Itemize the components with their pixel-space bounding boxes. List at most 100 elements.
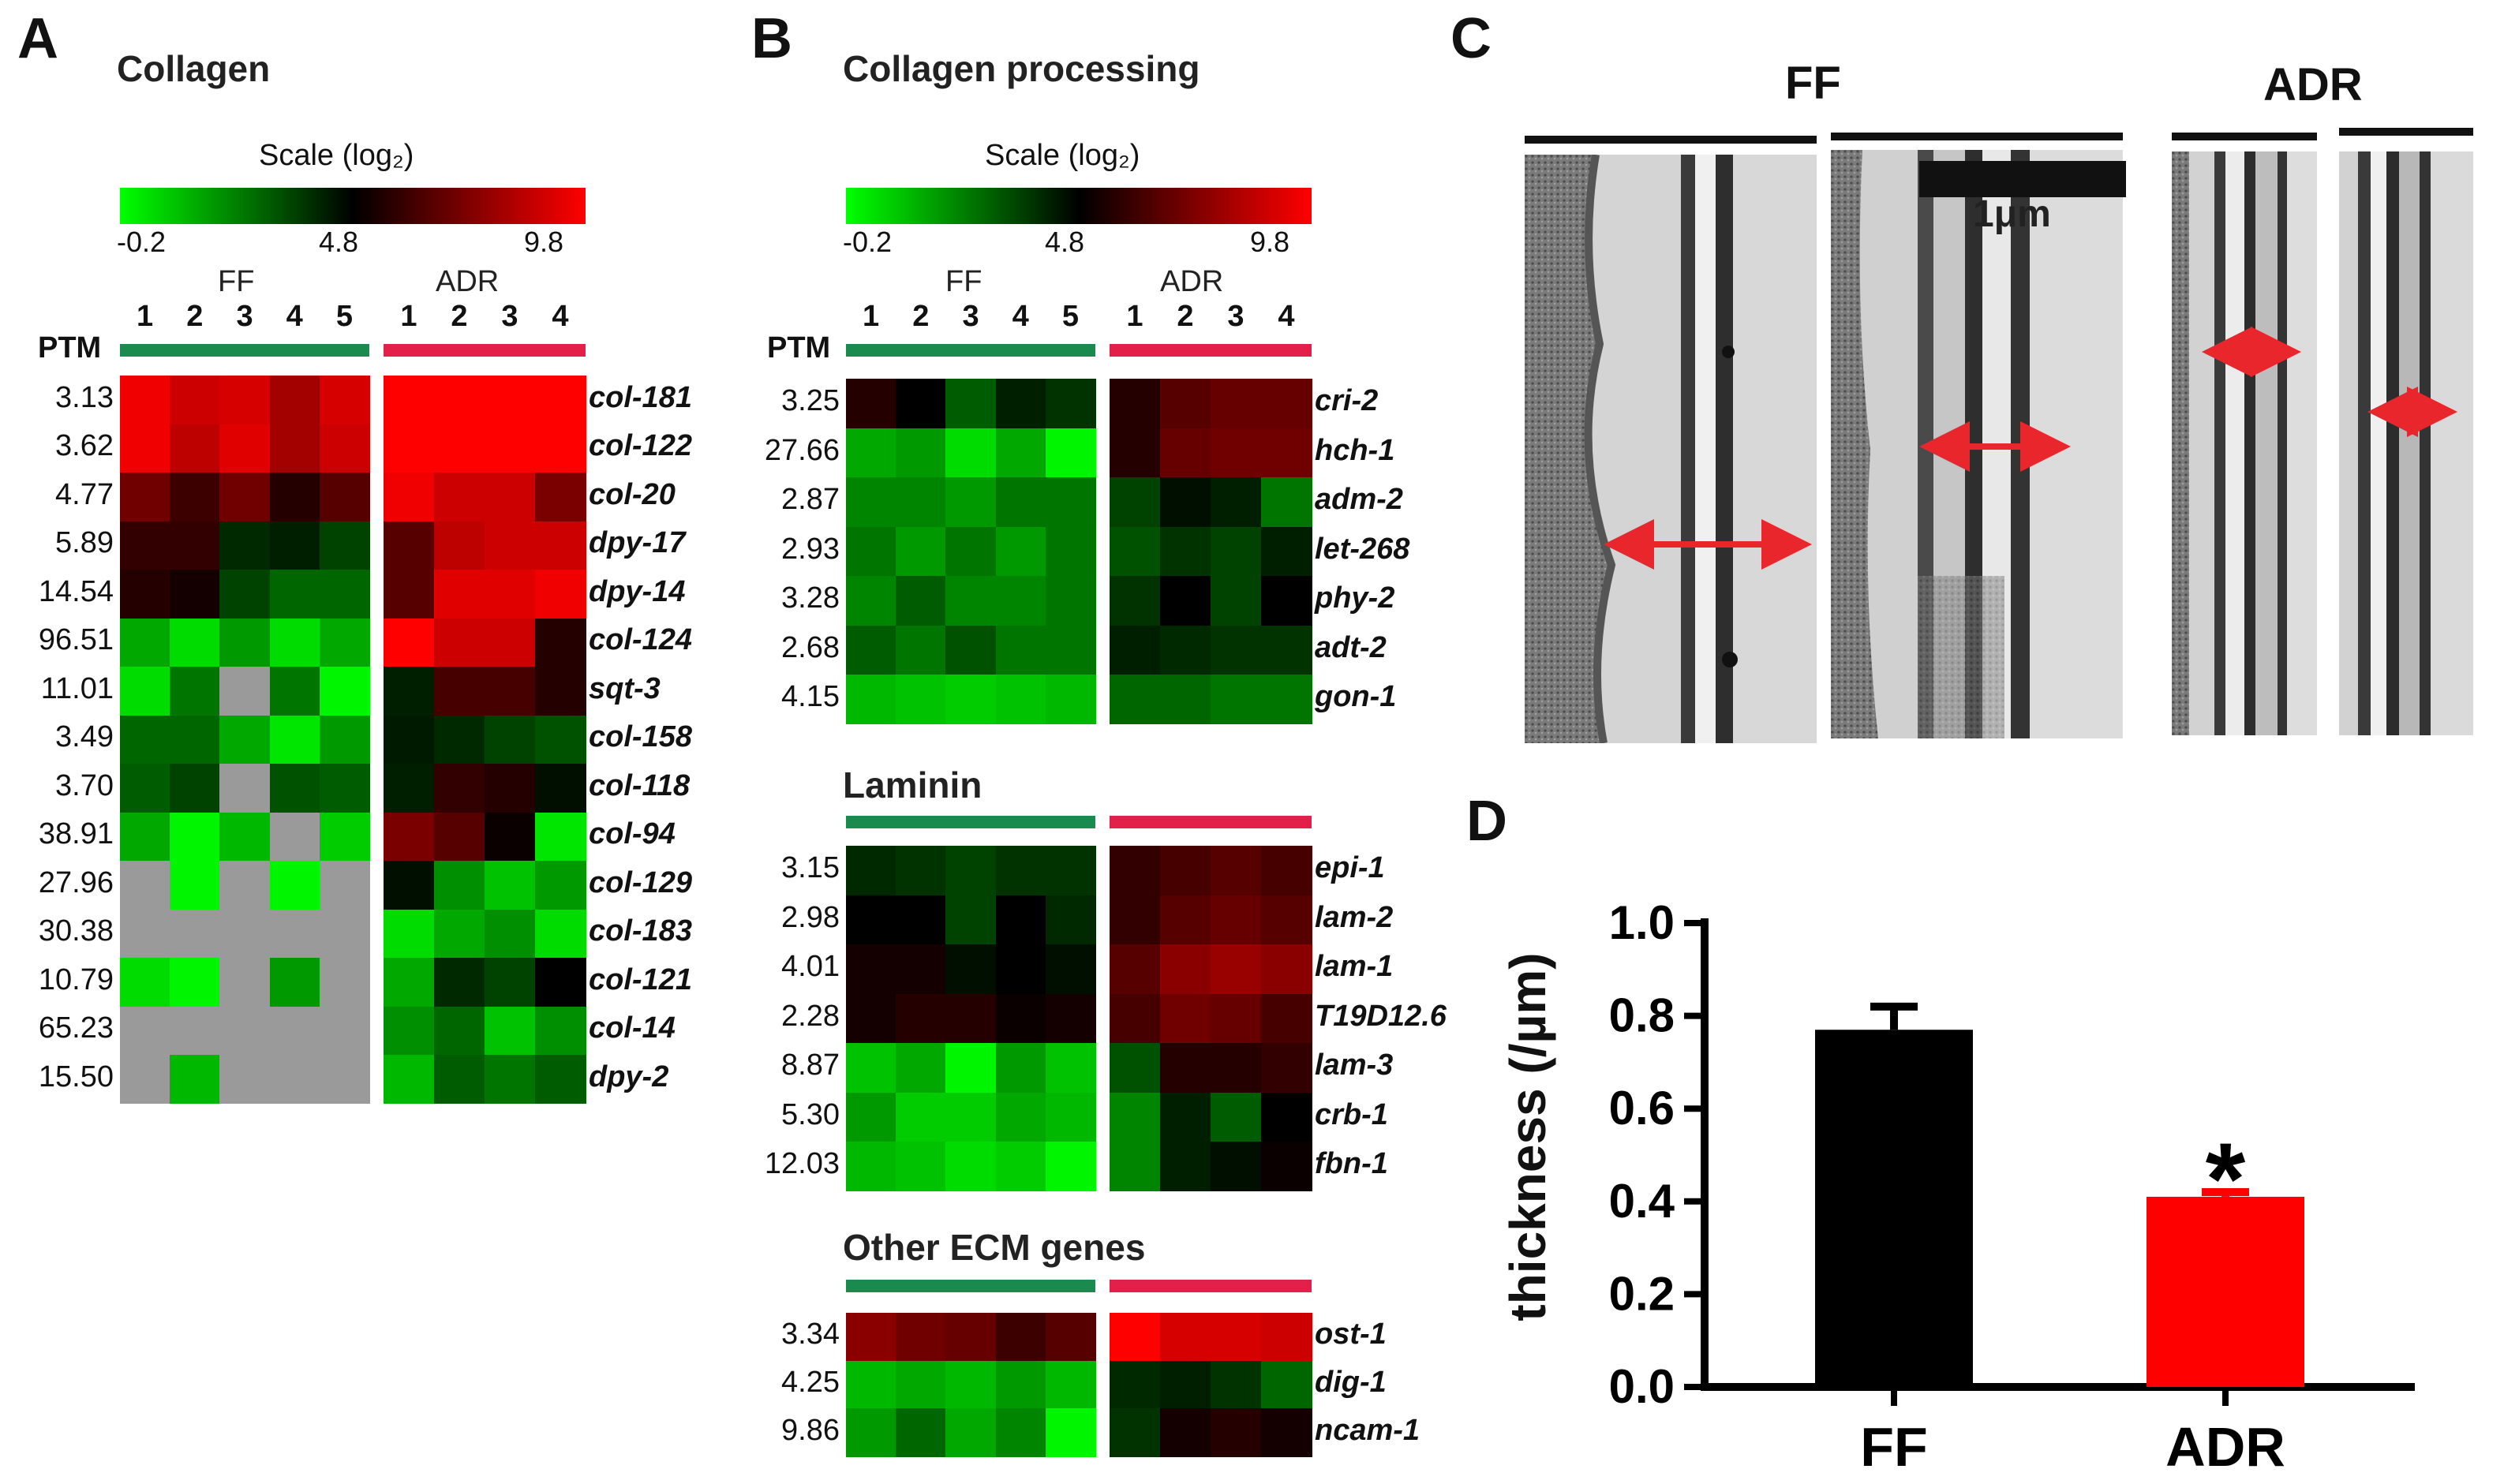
ptm-value: 2.28: [781, 999, 840, 1033]
heatmap-cell-ff: [269, 812, 320, 862]
heatmap-cell-adr: [485, 715, 536, 764]
ptm-value: 2.93: [781, 532, 840, 566]
panel-a-scale-tick-low: -0.2: [117, 226, 167, 258]
heatmap-cell-ff: [219, 715, 271, 764]
heatmap-cell-ff: [170, 958, 220, 1007]
heatmap-cell-ff: [1045, 1092, 1096, 1142]
heatmap-cell-adr: [384, 521, 435, 570]
heatmap-cell-adr: [1160, 379, 1211, 429]
panel-a-ptm-header: PTM: [38, 331, 102, 364]
heatmap-cell-ff: [995, 625, 1046, 675]
heatmap-cell-ff: [995, 576, 1046, 626]
heatmap-cell-adr: [535, 521, 586, 570]
heatmap-cell-adr: [1261, 1092, 1312, 1142]
ptm-value: 5.30: [781, 1097, 840, 1131]
heatmap-cell-ff: [319, 618, 370, 667]
heatmap-cell-ff: [846, 477, 896, 528]
heatmap-cell-ff: [995, 1043, 1046, 1093]
heatmap-cell-adr: [535, 1055, 586, 1105]
heatmap-cell-ff: [846, 1043, 896, 1093]
heatmap-cell-ff: [945, 944, 997, 995]
heatmap-cell-adr: [485, 764, 536, 813]
heatmap-cell-ff: [995, 1092, 1046, 1142]
heatmap-cell-ff: [120, 715, 170, 764]
heatmap-cell-ff: [170, 570, 220, 619]
heatmap-cell-ff: [219, 473, 271, 522]
heatmap-cell-ff: [319, 667, 370, 716]
heatmap-cell-ff: [945, 675, 997, 725]
heatmap-cell-ff: [995, 944, 1046, 995]
heatmap-cell-ff: [846, 576, 896, 626]
y-tick-label: 1.0: [1609, 896, 1675, 949]
gene-label: col-122: [589, 429, 692, 463]
heatmap-cell-ff: [846, 379, 896, 429]
heatmap-cell-adr: [1160, 576, 1211, 626]
ptm-value: 2.68: [781, 630, 840, 664]
panel-b-group-ff: FF: [945, 265, 983, 298]
heatmap-cell-adr: [1211, 526, 1262, 577]
heatmap-cell-ff: [995, 1313, 1046, 1362]
ptm-value: 3.49: [55, 720, 114, 754]
heatmap-cell-ff: [896, 1360, 946, 1409]
heatmap-cell-ff: [269, 909, 320, 959]
heatmap-cell-ff: [269, 861, 320, 910]
gene-label: crb-1: [1315, 1097, 1388, 1131]
heatmap-cell-ff: [995, 379, 1046, 429]
ptm-value: 27.96: [38, 865, 114, 899]
heatmap-cell-ff: [995, 526, 1046, 577]
column-number: 3: [501, 300, 518, 333]
heatmap-cell-ff: [846, 1142, 896, 1192]
ptm-value: 30.38: [38, 914, 114, 948]
heatmap-cell-adr: [384, 1006, 435, 1056]
heatmap-cell-ff: [120, 521, 170, 570]
ptm-value: 4.01: [781, 950, 840, 984]
panel-a-adr-bar: [384, 344, 586, 357]
gene-label: col-94: [589, 817, 676, 851]
panel-b-group-adr: ADR: [1160, 265, 1224, 298]
heatmap-cell-adr: [1110, 944, 1161, 995]
panel-b-adr-column-numbers: 1 2 3 4: [1110, 300, 1312, 338]
heatmap-cell-adr: [485, 958, 536, 1007]
gene-label: col-158: [589, 720, 692, 754]
heatmap-cell-ff: [945, 1043, 997, 1093]
ptm-value: 3.28: [781, 581, 840, 615]
heatmap-cell-ff: [170, 1006, 220, 1056]
heatmap-cell-ff: [269, 764, 320, 813]
gene-label: fbn-1: [1315, 1147, 1388, 1181]
heatmap-cell-adr: [1110, 625, 1161, 675]
y-tick-label: 0.8: [1609, 989, 1675, 1042]
heatmap-cell-adr: [1160, 993, 1211, 1044]
gene-label: cri-2: [1315, 384, 1379, 418]
heatmap-cell-ff: [1045, 477, 1096, 528]
heatmap-cell-ff: [170, 521, 220, 570]
heatmap-cell-adr: [1160, 428, 1211, 478]
heatmap-cell-ff: [945, 1142, 997, 1192]
heatmap-cell-ff: [269, 424, 320, 473]
heatmap-cell-ff: [319, 764, 370, 813]
heatmap-cell-adr: [384, 812, 435, 862]
ptm-value: 3.34: [781, 1318, 840, 1351]
heatmap-cell-ff: [896, 1313, 946, 1362]
heatmap-cell-ff: [219, 909, 271, 959]
heatmap-cell-adr: [1211, 1092, 1262, 1142]
gene-label: dpy-14: [589, 574, 686, 608]
heatmap-cell-adr: [434, 958, 485, 1007]
heatmap-cell-ff: [896, 1092, 946, 1142]
gene-label: col-124: [589, 623, 692, 657]
y-tick-label: 0.2: [1609, 1267, 1675, 1320]
heatmap-cell-adr: [1261, 1313, 1312, 1362]
heatmap-cell-ff: [1045, 379, 1096, 429]
bar-chart-y-label: thickness (/µm): [1499, 952, 1556, 1321]
heatmap-cell-ff: [896, 526, 946, 577]
heatmap-cell-ff: [945, 379, 997, 429]
heatmap-cell-ff: [120, 473, 170, 522]
heatmap-cell-adr: [1211, 675, 1262, 725]
gene-label: phy-2: [1315, 581, 1395, 615]
ptm-value: 15.50: [38, 1060, 114, 1093]
heatmap-cell-adr: [434, 618, 485, 667]
heatmap-cell-adr: [535, 909, 586, 959]
heatmap-cell-adr: [1110, 1313, 1161, 1362]
heatmap-cell-ff: [170, 715, 220, 764]
heatmap-cell-ff: [219, 376, 271, 425]
gene-label: col-181: [589, 380, 692, 414]
